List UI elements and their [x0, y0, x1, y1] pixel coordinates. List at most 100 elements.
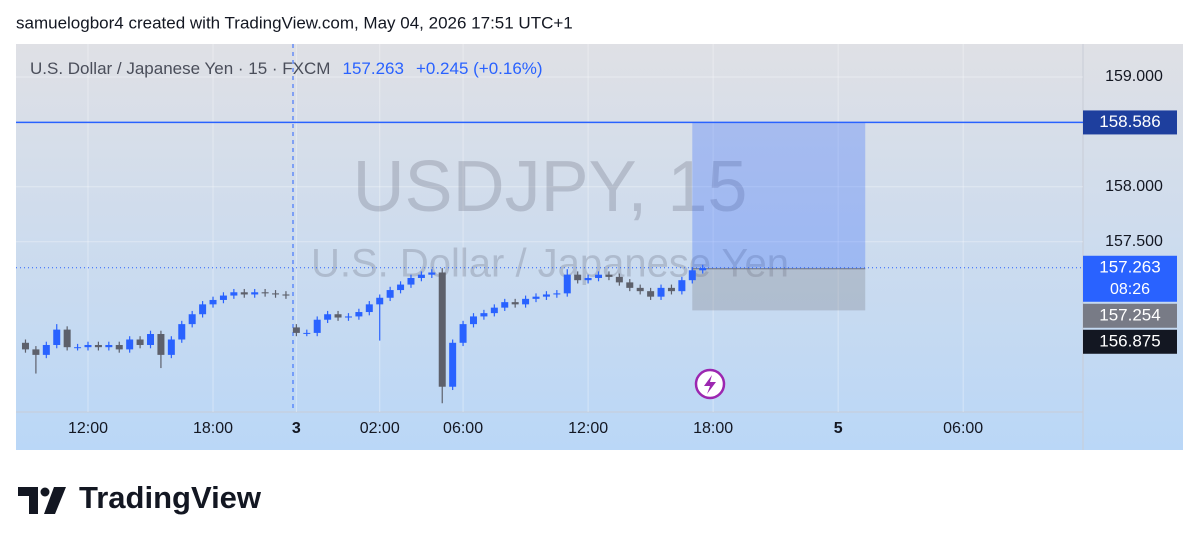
x-tick-label: 12:00: [568, 420, 608, 437]
candle-body: [261, 292, 269, 294]
candle-body: [532, 296, 540, 299]
candle-body: [94, 344, 102, 348]
candle-body: [480, 313, 488, 317]
legend-change: +0.245 (+0.16%): [416, 59, 543, 78]
candle-body: [667, 287, 675, 292]
candle-body: [53, 329, 61, 345]
x-tick-label: 02:00: [360, 420, 400, 437]
candle-body: [157, 334, 165, 355]
candle-body: [84, 344, 92, 348]
candle-body: [344, 316, 352, 318]
price-label-box: [1083, 329, 1177, 354]
legend-price: 157.263: [342, 59, 403, 78]
x-tick-label: 06:00: [943, 420, 983, 437]
candle-body: [126, 339, 134, 350]
candle-body: [636, 287, 644, 292]
price-label: 157.254: [1099, 305, 1160, 324]
candle-body: [542, 294, 550, 297]
x-tick-label: 5: [834, 420, 843, 437]
grid: [16, 44, 1083, 412]
candle-body: [490, 307, 498, 314]
candle-body: [605, 274, 613, 277]
candle-body: [355, 312, 363, 317]
candle-body: [449, 342, 457, 387]
position-stop-zone: [692, 268, 866, 311]
candle-body: [647, 291, 655, 297]
price-label: 158.586: [1099, 112, 1160, 131]
candle-body: [417, 274, 425, 278]
candle-body: [501, 302, 509, 308]
y-tick-label: 158.000: [1105, 178, 1163, 195]
candle-body: [365, 304, 373, 313]
candle-body: [115, 344, 123, 350]
x-tick-label: 06:00: [443, 420, 483, 437]
candle-body: [699, 268, 707, 271]
candle-body: [688, 270, 696, 281]
candle-body: [438, 272, 446, 387]
candle-body: [282, 294, 290, 296]
y-tick-label: 157.500: [1105, 233, 1163, 250]
candle-body: [386, 290, 394, 298]
candle-body: [219, 295, 227, 300]
candle-body: [469, 316, 477, 325]
candle-body: [21, 342, 29, 350]
axes: 157.500 158.000 159.000 12:00 18:00 3 02:00 06:…: [68, 68, 1177, 437]
x-tick-label: 18:00: [693, 420, 733, 437]
legend-symbol: U.S. Dollar / Japanese Yen · 15 · FXCM: [30, 59, 330, 78]
price-label-box: [1083, 255, 1177, 302]
candle-body: [324, 314, 332, 320]
countdown: 08:26: [1110, 281, 1150, 298]
candle-body: [136, 339, 144, 345]
candle-body: [313, 319, 321, 333]
event-marker: [694, 368, 726, 400]
candle-body: [376, 297, 384, 305]
candle-body: [678, 280, 686, 292]
candle-body: [615, 276, 623, 283]
brand-name: TradingView: [79, 480, 262, 515]
price-label-box: [1083, 303, 1177, 328]
candle-body: [74, 347, 82, 349]
candle-body: [292, 327, 300, 333]
candle-body: [459, 324, 467, 343]
watermark-subtitle: U.S. Dollar / Japanese Yen: [311, 242, 789, 286]
candle-body: [397, 284, 405, 291]
x-tick-label: 18:00: [193, 420, 233, 437]
price-label: 157.263: [1099, 257, 1160, 276]
candle-body: [42, 344, 50, 355]
candle-body: [553, 293, 561, 295]
credit: samuelogbor4 created with TradingView.co…: [16, 13, 573, 32]
price-label-box: [1083, 110, 1177, 135]
chart-pane: [16, 44, 1183, 450]
watermark: USDJPY, 15: [353, 147, 748, 227]
candle-body: [199, 304, 207, 315]
candle-body: [511, 302, 519, 305]
candle-body: [188, 314, 196, 325]
candle-body: [147, 334, 155, 345]
legend: U.S. Dollar / Japanese Yen · 15 · FXCM 15…: [30, 59, 543, 78]
candle-body: [428, 272, 436, 275]
x-tick-label: 3: [292, 420, 301, 437]
candle-body: [595, 274, 603, 278]
candle-body: [240, 292, 248, 295]
candle-body: [32, 349, 40, 355]
candle-body: [230, 292, 238, 296]
y-tick-label: 159.000: [1105, 68, 1163, 85]
candle-body: [209, 299, 217, 305]
candle-body: [251, 292, 259, 295]
candle-body: [63, 329, 71, 348]
candle-body: [626, 282, 634, 288]
plot: [16, 121, 1083, 404]
brand-logo: [18, 487, 66, 514]
candle-body: [178, 324, 186, 340]
candle-body: [407, 277, 415, 285]
x-tick-label: 12:00: [68, 420, 108, 437]
candle-body: [167, 339, 175, 355]
candle-body: [272, 293, 280, 295]
candle-body: [522, 298, 530, 305]
candle-body: [105, 344, 113, 348]
candle-body: [334, 314, 342, 318]
candle-body: [574, 274, 582, 281]
position-target-zone: [692, 122, 866, 269]
